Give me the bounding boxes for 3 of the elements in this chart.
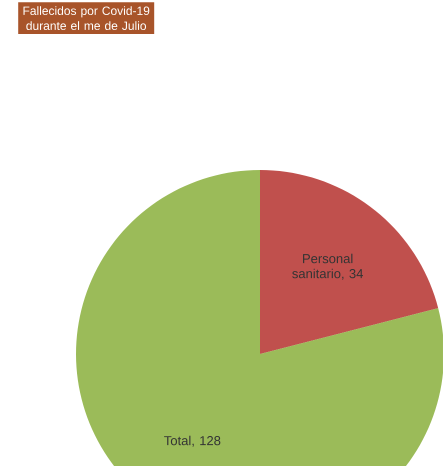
- data-label: Personal sanitario, 34: [292, 254, 364, 280]
- data-label: Total, 128: [164, 436, 220, 447]
- chart-title: Fallecidos por Covid-19 durante el me de Julio: [23, 6, 150, 30]
